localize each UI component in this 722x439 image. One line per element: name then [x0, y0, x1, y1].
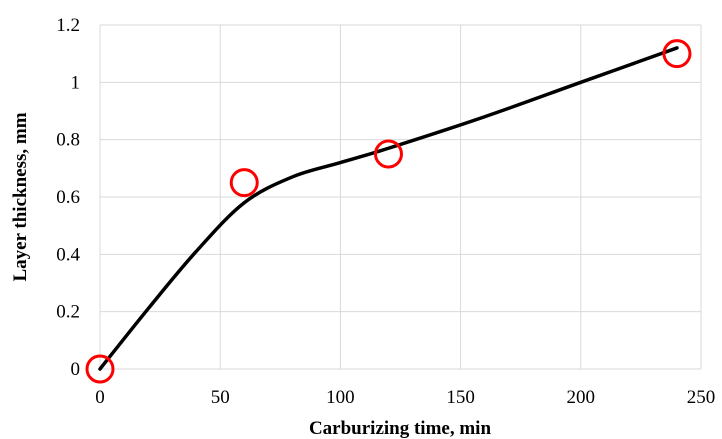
x-tick-label: 150 — [446, 387, 475, 408]
data-point — [85, 354, 115, 384]
x-tick-label: 0 — [95, 387, 105, 408]
y-tick-label: 0.6 — [56, 187, 80, 208]
series-layer — [85, 39, 692, 384]
y-tick-label: 1 — [71, 72, 81, 93]
x-tick-label: 50 — [211, 387, 230, 408]
grid — [99, 24, 702, 370]
x-tick-label: 250 — [687, 387, 716, 408]
x-tick-label: 200 — [567, 387, 596, 408]
y-tick-label: 0.8 — [56, 130, 80, 151]
y-tick-label: 0.4 — [56, 244, 80, 265]
y-tick-label: 1.2 — [56, 15, 80, 36]
data-point — [229, 168, 259, 198]
x-tick-label: 100 — [326, 387, 355, 408]
x-axis-title: Carburizing time, min — [309, 418, 492, 439]
x-tick-labels: 0 50 100 150 200 250 — [95, 387, 715, 408]
y-axis-title: Layer thickness, mm — [10, 112, 31, 281]
data-point — [662, 39, 692, 69]
data-point — [373, 139, 403, 169]
y-tick-labels: 0 0.2 0.4 0.6 0.8 1 1.2 — [56, 15, 80, 380]
fit-line — [98, 46, 679, 371]
y-tick-label: 0.2 — [56, 302, 80, 323]
y-tick-label: 0 — [71, 359, 81, 380]
